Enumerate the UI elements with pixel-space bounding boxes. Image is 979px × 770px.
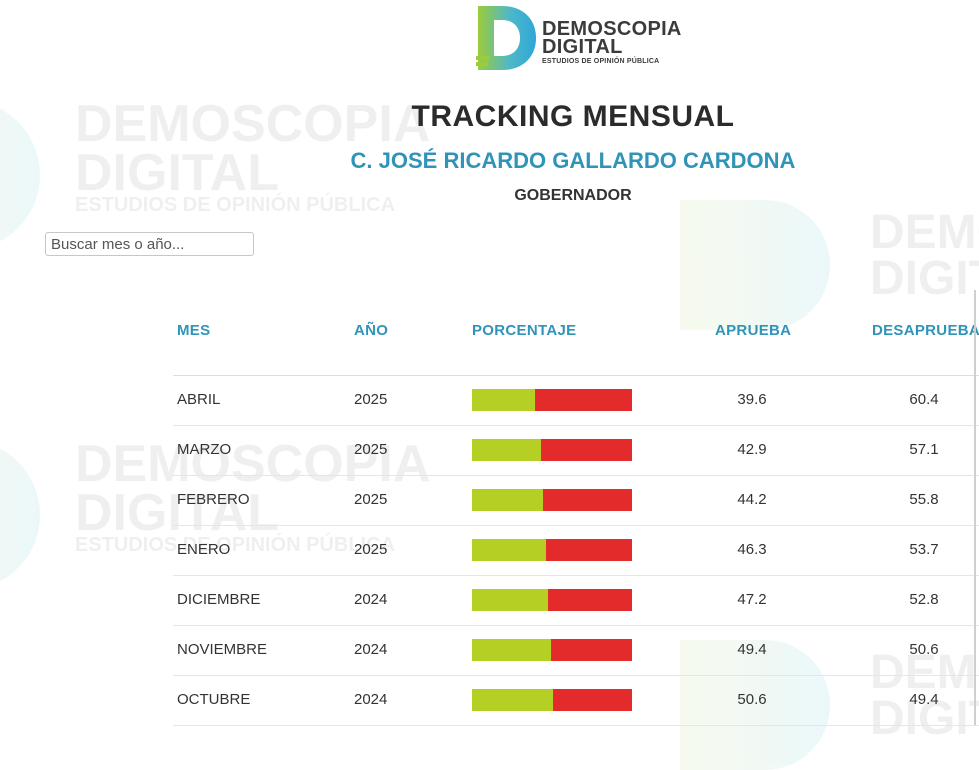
- cell-aprueba: 44.2: [737, 491, 767, 508]
- approval-bar-desaprueba: [552, 689, 632, 711]
- approval-bar-aprueba: [472, 689, 553, 711]
- table-row: OCTUBRE 2024 50.6 49.4: [173, 676, 979, 726]
- approval-bar-desaprueba: [535, 389, 632, 411]
- brand-name-line2: DIGITAL: [542, 36, 623, 58]
- approval-bar-desaprueba: [546, 539, 632, 561]
- tracking-table: MES AÑO PORCENTAJE APRUEBA DESAPRUEBA AB…: [173, 300, 979, 726]
- cell-aprueba: 46.3: [737, 541, 767, 558]
- approval-bar: [472, 489, 632, 511]
- approval-bar-desaprueba: [540, 439, 632, 461]
- approval-bar-aprueba: [472, 489, 543, 511]
- cell-aprueba: 49.4: [737, 641, 767, 658]
- cell-desaprueba: 53.7: [909, 541, 939, 558]
- cell-anio: 2025: [354, 491, 388, 508]
- approval-bar: [472, 439, 632, 461]
- header-mes[interactable]: MES: [177, 322, 211, 339]
- candidate-role: GOBERNADOR: [514, 187, 632, 204]
- approval-bar-desaprueba: [547, 589, 632, 611]
- approval-bar-aprueba: [472, 639, 552, 661]
- cell-mes: FEBRERO: [177, 491, 250, 508]
- demoscopia-logo-icon: [476, 6, 536, 70]
- approval-bar-aprueba: [472, 539, 547, 561]
- approval-bar-aprueba: [472, 439, 541, 461]
- header-desaprueba[interactable]: DESAPRUEBA: [872, 322, 979, 339]
- table-row: ENERO 2025 46.3 53.7: [173, 526, 979, 576]
- search-input[interactable]: [45, 232, 254, 256]
- header-porcentaje[interactable]: PORCENTAJE: [472, 322, 577, 339]
- cell-aprueba: 42.9: [737, 441, 767, 458]
- table-header: MES AÑO PORCENTAJE APRUEBA DESAPRUEBA: [173, 300, 979, 376]
- candidate-name: C. JOSÉ RICARDO GALLARDO CARDONA: [350, 148, 796, 173]
- table-row: FEBRERO 2025 44.2 55.8: [173, 476, 979, 526]
- approval-bar-desaprueba: [542, 489, 632, 511]
- brand-name-line1: DEMOSCOPIA: [542, 18, 682, 40]
- table-row: NOVIEMBRE 2024 49.4 50.6: [173, 626, 979, 676]
- cell-desaprueba: 57.1: [909, 441, 939, 458]
- cell-mes: ABRIL: [177, 391, 221, 408]
- cell-anio: 2024: [354, 591, 388, 608]
- cell-desaprueba: 50.6: [909, 641, 939, 658]
- header-anio[interactable]: AÑO: [354, 322, 389, 339]
- cell-mes: ENERO: [177, 541, 231, 558]
- table-row: ABRIL 2025 39.6 60.4: [173, 376, 979, 426]
- cell-mes: MARZO: [177, 441, 232, 458]
- approval-bar-aprueba: [472, 589, 548, 611]
- approval-bar-desaprueba: [551, 639, 632, 661]
- approval-bar: [472, 639, 632, 661]
- cell-aprueba: 50.6: [737, 691, 767, 708]
- approval-bar: [472, 389, 632, 411]
- cell-desaprueba: 60.4: [909, 391, 939, 408]
- approval-bar: [472, 689, 632, 711]
- cell-anio: 2025: [354, 441, 388, 458]
- cell-mes: OCTUBRE: [177, 691, 251, 708]
- approval-bar: [472, 589, 632, 611]
- page-title: TRACKING MENSUAL: [411, 100, 735, 133]
- scrollbar-track[interactable]: [974, 290, 976, 725]
- header-aprueba[interactable]: APRUEBA: [715, 322, 792, 339]
- brand-tagline: ESTUDIOS DE OPINIÓN PÚBLICA: [542, 58, 660, 65]
- approval-bar-aprueba: [472, 389, 536, 411]
- cell-anio: 2025: [354, 541, 388, 558]
- cell-anio: 2025: [354, 391, 388, 408]
- cell-aprueba: 39.6: [737, 391, 767, 408]
- approval-bar: [472, 539, 632, 561]
- table-row: MARZO 2025 42.9 57.1: [173, 426, 979, 476]
- cell-desaprueba: 55.8: [909, 491, 939, 508]
- cell-anio: 2024: [354, 691, 388, 708]
- brand-logo: DEMOSCOPIA DIGITAL ESTUDIOS DE OPINIÓN P…: [458, 6, 688, 72]
- table-body: ABRIL 2025 39.6 60.4 MARZO 2025 42.9 57.1 FEBRER…: [173, 376, 979, 726]
- table-row: DICIEMBRE 2024 47.2 52.8: [173, 576, 979, 626]
- cell-mes: DICIEMBRE: [177, 591, 261, 608]
- cell-desaprueba: 49.4: [909, 691, 939, 708]
- cell-mes: NOVIEMBRE: [177, 641, 268, 658]
- cell-anio: 2024: [354, 641, 388, 658]
- cell-aprueba: 47.2: [737, 591, 767, 608]
- cell-desaprueba: 52.8: [909, 591, 939, 608]
